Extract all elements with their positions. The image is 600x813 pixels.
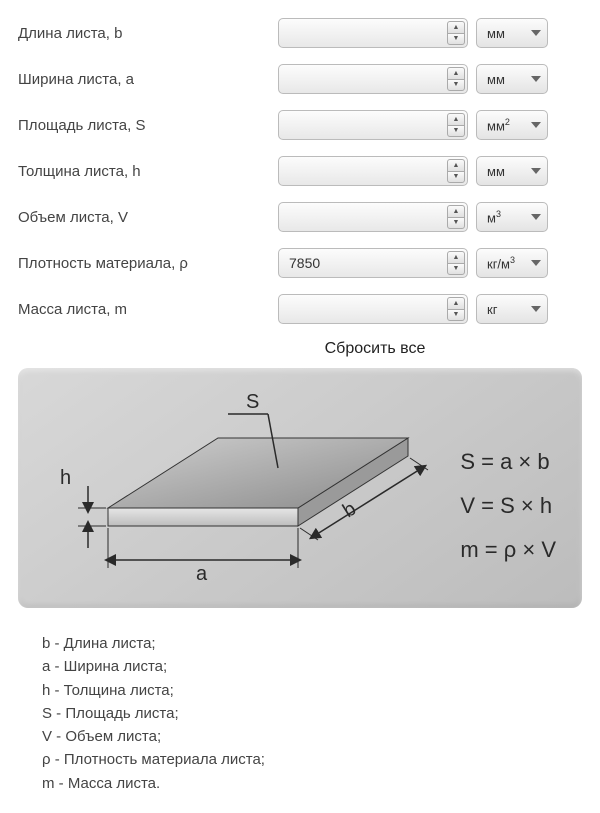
value-input[interactable] xyxy=(278,110,468,140)
form-row: Масса листа, m ▲▼ кг xyxy=(18,294,582,324)
spin-down-button[interactable]: ▼ xyxy=(447,263,465,276)
unit-label: мм xyxy=(487,164,531,179)
spinner: ▲▼ xyxy=(447,251,465,275)
spin-down-button[interactable]: ▼ xyxy=(447,125,465,138)
unit-select[interactable]: мм xyxy=(476,18,548,48)
input-wrap: ▲▼ xyxy=(278,64,468,94)
formula-line: m = ρ × V xyxy=(460,528,556,572)
unit-select[interactable]: мм xyxy=(476,64,548,94)
chevron-down-icon xyxy=(531,122,541,128)
sheet-diagram: S h a b S = a × b V = S × h m = ρ × V xyxy=(18,368,582,608)
input-wrap: ▲▼ xyxy=(278,156,468,186)
unit-label: м3 xyxy=(487,209,531,225)
chevron-down-icon xyxy=(531,306,541,312)
field-label: Толщина листа, h xyxy=(18,163,278,180)
unit-select[interactable]: мм2 xyxy=(476,110,548,140)
spinner: ▲▼ xyxy=(447,297,465,321)
chevron-down-icon xyxy=(531,168,541,174)
input-wrap: ▲▼ xyxy=(278,294,468,324)
spin-up-button[interactable]: ▲ xyxy=(447,67,465,79)
spin-up-button[interactable]: ▲ xyxy=(447,159,465,171)
form-row: Объем листа, V ▲▼ м3 xyxy=(18,202,582,232)
field-label: Плотность материала, ρ xyxy=(18,255,278,272)
value-input[interactable] xyxy=(278,156,468,186)
legend-line: S - Площадь листа; xyxy=(42,702,582,725)
spin-up-button[interactable]: ▲ xyxy=(447,251,465,263)
form-row: Ширина листа, a ▲▼ мм xyxy=(18,64,582,94)
value-input[interactable] xyxy=(278,294,468,324)
form-row: Плотность материала, ρ ▲▼ кг/м3 xyxy=(18,248,582,278)
field-label: Масса листа, m xyxy=(18,301,278,318)
unit-select[interactable]: мм xyxy=(476,156,548,186)
form-row: Толщина листа, h ▲▼ мм xyxy=(18,156,582,186)
legend-line: b - Длина листа; xyxy=(42,632,582,655)
value-input[interactable] xyxy=(278,18,468,48)
legend-line: h - Толщина листа; xyxy=(42,679,582,702)
formula-block: S = a × b V = S × h m = ρ × V xyxy=(460,440,556,572)
calc-form: Длина листа, b▲▼ммШирина листа, a▲▼ммПло… xyxy=(18,18,582,324)
legend-line: ρ - Плотность материала листа; xyxy=(42,748,582,771)
spin-up-button[interactable]: ▲ xyxy=(447,297,465,309)
spinner: ▲▼ xyxy=(447,205,465,229)
diagram-label-S: S xyxy=(246,391,259,413)
unit-label: мм xyxy=(487,26,531,41)
chevron-down-icon xyxy=(531,260,541,266)
reset-all-link[interactable]: Сбросить все xyxy=(168,340,582,358)
unit-label: мм2 xyxy=(487,117,531,133)
field-label: Ширина листа, a xyxy=(18,71,278,88)
spin-up-button[interactable]: ▲ xyxy=(447,113,465,125)
value-input[interactable] xyxy=(278,248,468,278)
unit-label: кг/м3 xyxy=(487,255,531,271)
spin-down-button[interactable]: ▼ xyxy=(447,309,465,322)
formula-line: V = S × h xyxy=(460,484,556,528)
spin-down-button[interactable]: ▼ xyxy=(447,33,465,46)
spinner: ▲▼ xyxy=(447,159,465,183)
legend-line: a - Ширина листа; xyxy=(42,655,582,678)
input-wrap: ▲▼ xyxy=(278,202,468,232)
unit-label: кг xyxy=(487,302,531,317)
chevron-down-icon xyxy=(531,76,541,82)
diagram-label-h: h xyxy=(60,467,71,489)
spin-up-button[interactable]: ▲ xyxy=(447,21,465,33)
chevron-down-icon xyxy=(531,214,541,220)
field-label: Длина листа, b xyxy=(18,25,278,42)
spinner: ▲▼ xyxy=(447,21,465,45)
input-wrap: ▲▼ xyxy=(278,110,468,140)
value-input[interactable] xyxy=(278,64,468,94)
unit-select[interactable]: м3 xyxy=(476,202,548,232)
unit-select[interactable]: кг/м3 xyxy=(476,248,548,278)
form-row: Длина листа, b ▲▼ мм xyxy=(18,18,582,48)
spin-down-button[interactable]: ▼ xyxy=(447,217,465,230)
input-wrap: ▲▼ xyxy=(278,18,468,48)
field-label: Площадь листа, S xyxy=(18,117,278,134)
formula-line: S = a × b xyxy=(460,440,556,484)
legend: b - Длина листа;a - Ширина листа;h - Тол… xyxy=(42,632,582,795)
field-label: Объем листа, V xyxy=(18,209,278,226)
spin-down-button[interactable]: ▼ xyxy=(447,171,465,184)
chevron-down-icon xyxy=(531,30,541,36)
input-wrap: ▲▼ xyxy=(278,248,468,278)
unit-label: мм xyxy=(487,72,531,87)
legend-line: V - Объем листа; xyxy=(42,725,582,748)
diagram-label-a: a xyxy=(196,563,208,585)
form-row: Площадь листа, S ▲▼ мм2 xyxy=(18,110,582,140)
spinner: ▲▼ xyxy=(447,67,465,91)
spin-up-button[interactable]: ▲ xyxy=(447,205,465,217)
value-input[interactable] xyxy=(278,202,468,232)
legend-line: m - Масса листа. xyxy=(42,772,582,795)
spin-down-button[interactable]: ▼ xyxy=(447,79,465,92)
spinner: ▲▼ xyxy=(447,113,465,137)
unit-select[interactable]: кг xyxy=(476,294,548,324)
